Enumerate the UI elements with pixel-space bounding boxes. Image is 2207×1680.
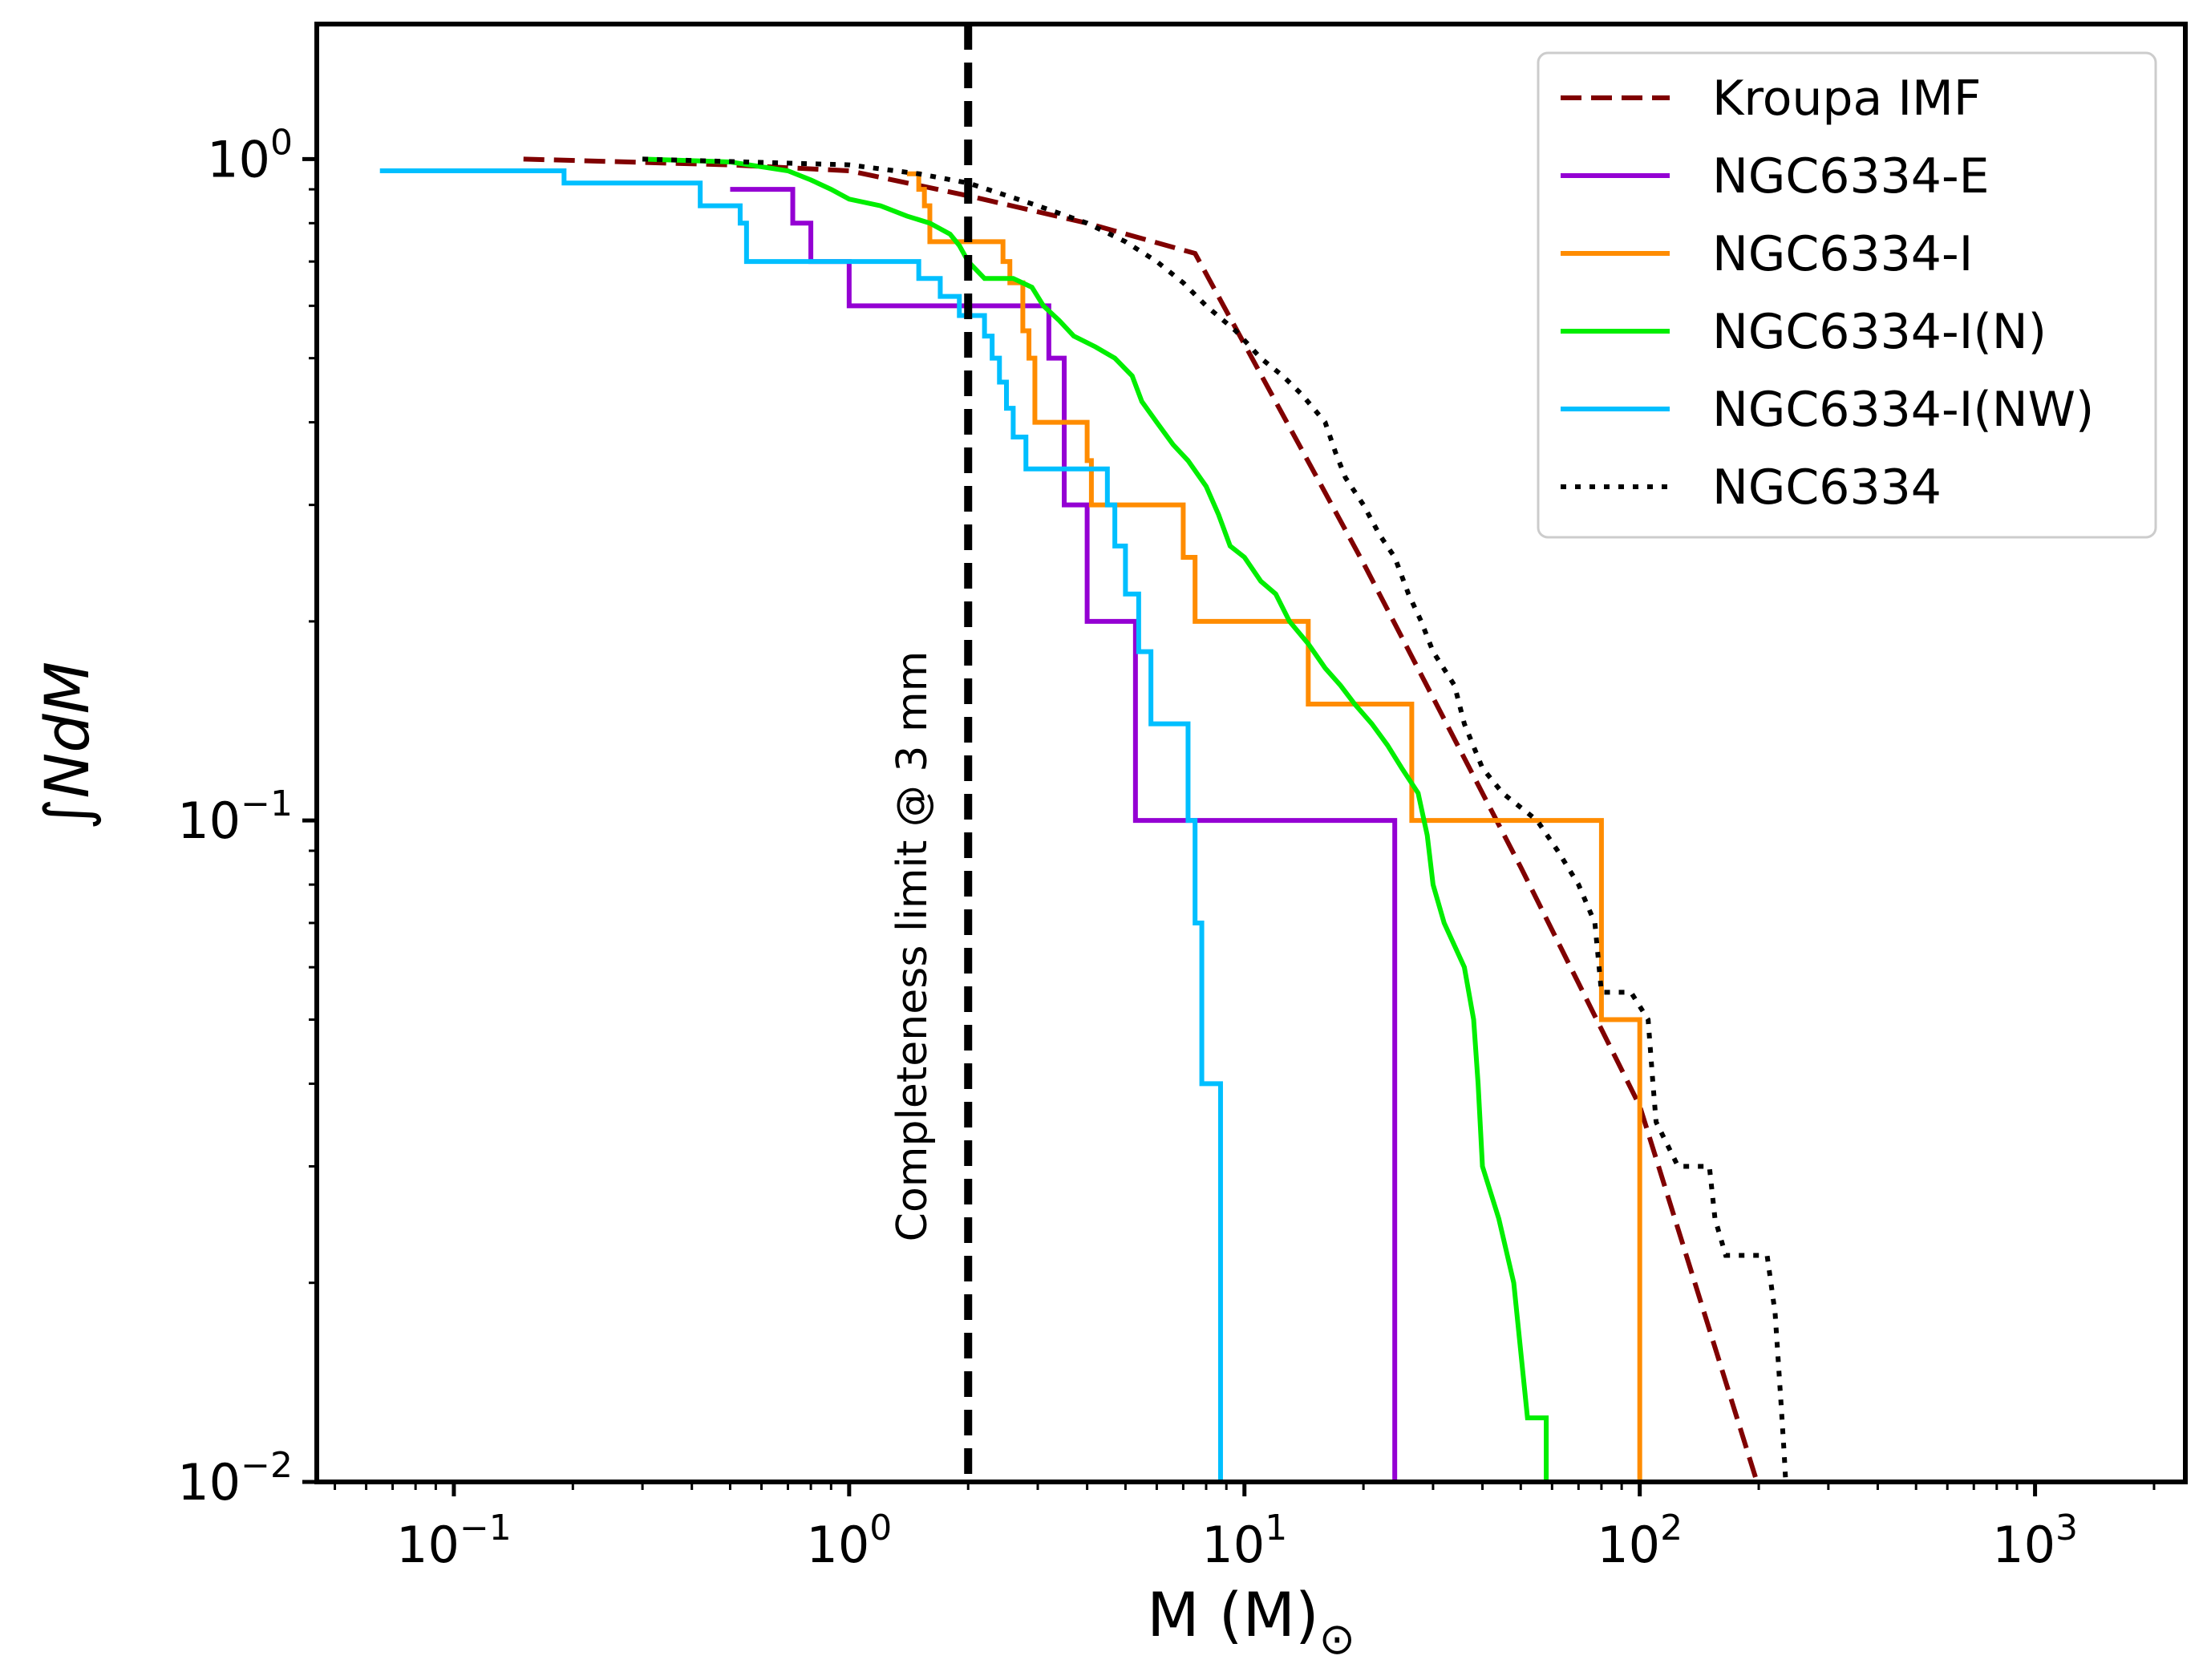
series-layer [379, 156, 1788, 1482]
x-tick-label: 10−1 [396, 1508, 512, 1574]
legend-label-ngc6334-i-n: NGC6334-I(N) [1712, 304, 2047, 360]
legend-items: Kroupa IMF NGC6334-E NGC6334-I NGC6334-I(N)… [1561, 71, 2094, 516]
x-tick-label: 102 [1597, 1508, 1683, 1574]
x-tick-label: 103 [1992, 1508, 2078, 1574]
series-line-ngc6334-i [906, 171, 1642, 1482]
completeness-layer: Completeness limit @ 3 mm [889, 24, 973, 1482]
plot-frame [314, 22, 2188, 1484]
x-axis-title-subscript: ⊙ [1319, 1613, 1355, 1664]
y-tick-label: 10−1 [177, 783, 293, 850]
legend-label-ngc6334: NGC6334 [1712, 459, 1942, 516]
legend-label-kroupa-imf: Kroupa IMF [1712, 71, 1981, 127]
y-axis-ticks: 100 10−1 10−2 [177, 122, 317, 1512]
series-line-ngc6334 [642, 156, 1788, 1482]
completeness-limit-label: Completeness limit @ 3 mm [889, 651, 937, 1242]
legend-label-ngc6334-i: NGC6334-I [1712, 226, 1973, 282]
series-line-kroupa-imf [523, 156, 1760, 1482]
x-axis-title: M (M)⊙ [1147, 1579, 1355, 1664]
series-line-ngc6334-i-nw [379, 168, 1223, 1482]
x-axis-ticks: 10−1 100 101 102 103 [334, 1482, 2156, 1574]
legend-box [1537, 51, 2157, 539]
y-axis-title: ∫NdM [31, 662, 103, 830]
y-tick-label: 10−2 [177, 1445, 293, 1512]
legend-label-ngc6334-i-nw: NGC6334-I(NW) [1712, 382, 2094, 438]
series-line-ngc6334-e [730, 187, 1398, 1482]
x-axis-title-main: M (M) [1147, 1579, 1319, 1650]
legend-label-ngc6334-e: NGC6334-E [1712, 148, 1990, 204]
legend: Kroupa IMF NGC6334-E NGC6334-I NGC6334-I(N)… [1537, 51, 2157, 539]
x-tick-label: 100 [806, 1508, 892, 1574]
series-line-ngc6334-i-n [642, 156, 1549, 1482]
x-tick-label: 101 [1201, 1508, 1287, 1574]
y-tick-label: 100 [207, 122, 293, 188]
